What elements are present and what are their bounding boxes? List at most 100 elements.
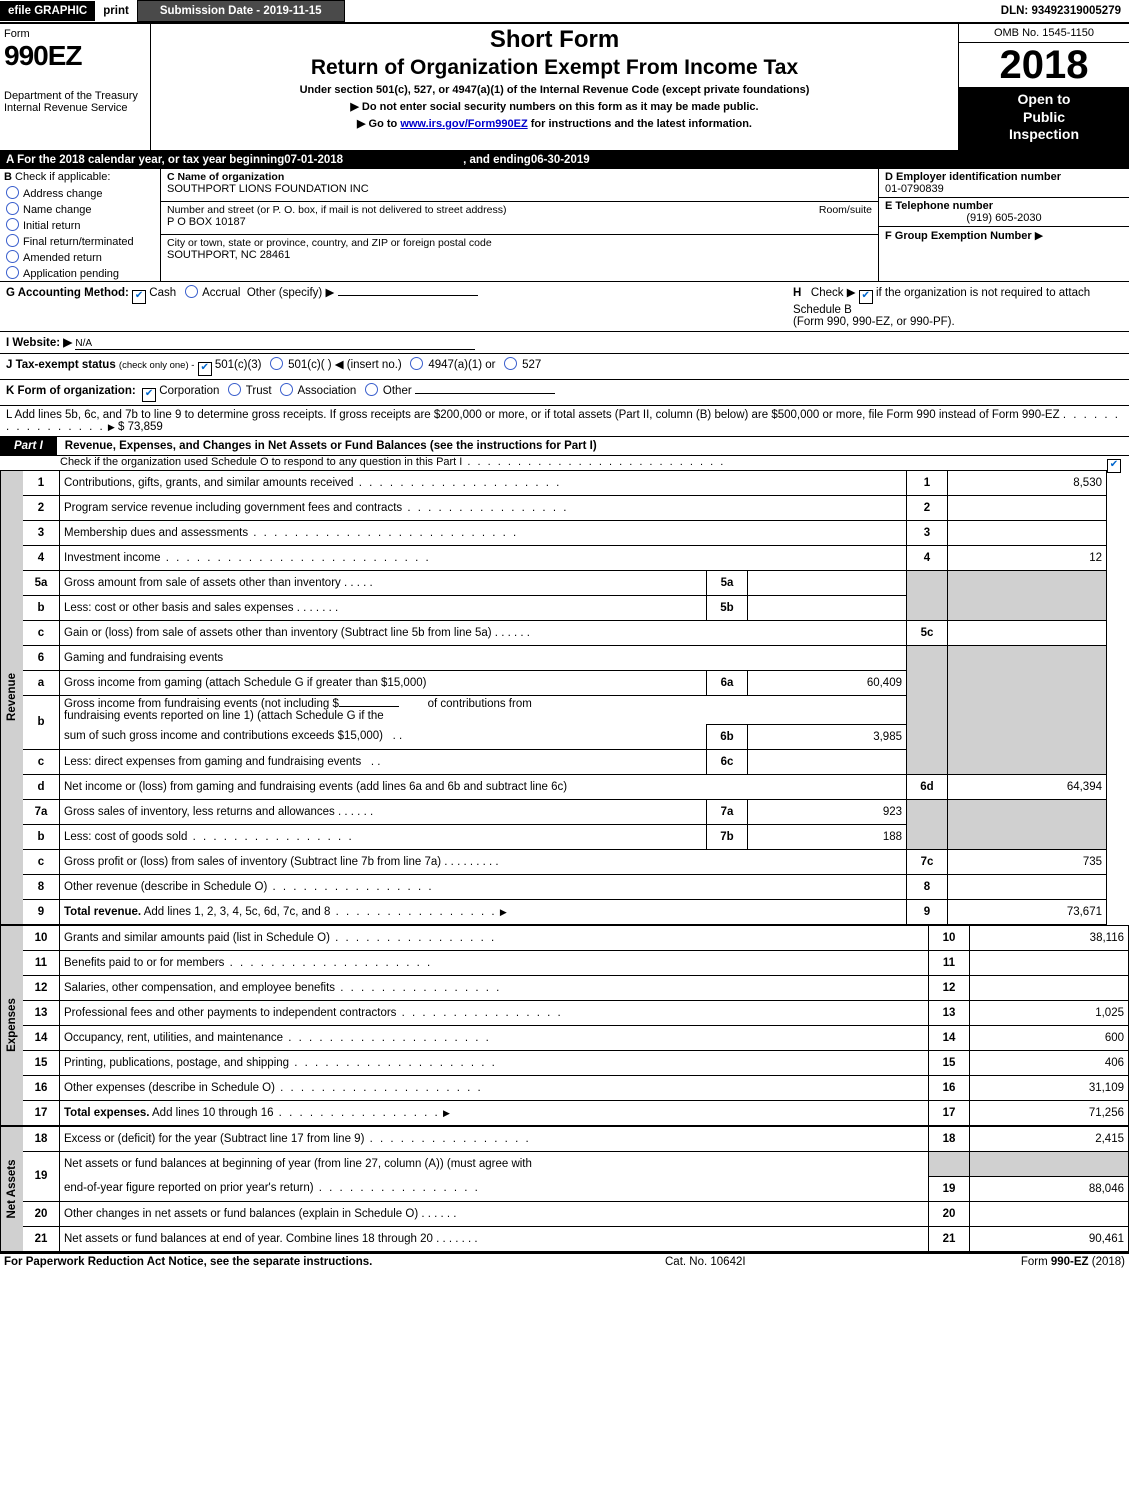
period-end: 06-30-2019 xyxy=(531,154,590,166)
table-row: 20Other changes in net assets or fund ba… xyxy=(23,1201,1129,1226)
line-j: J Tax-exempt status (check only one) - 5… xyxy=(0,354,1129,380)
table-row: 8 Other revenue (describe in Schedule O)… xyxy=(23,874,1107,899)
h-text2: (Form 990, 990-EZ, or 990-PF). xyxy=(793,316,955,328)
line-1-amount: 8,530 xyxy=(948,470,1107,495)
telephone-label: E Telephone number xyxy=(885,200,1123,212)
line-5b-sub xyxy=(748,595,907,620)
part-1-subtitle: Check if the organization used Schedule … xyxy=(0,456,1129,470)
efile-graphic-label: efile GRAPHIC xyxy=(0,1,95,21)
irs-link[interactable]: www.irs.gov/Form990EZ xyxy=(400,118,527,130)
line-16-amount: 31,109 xyxy=(970,1075,1129,1100)
k-trust-checkbox[interactable] xyxy=(228,383,241,396)
g-accrual-checkbox[interactable] xyxy=(185,285,198,298)
print-link[interactable]: print xyxy=(95,1,137,21)
initial-return-checkbox[interactable] xyxy=(6,218,19,231)
line-8-amount xyxy=(948,874,1107,899)
line-5c-amount xyxy=(948,620,1107,645)
table-row: 16Other expenses (describe in Schedule O… xyxy=(23,1075,1129,1100)
ein-value: 01-0790839 xyxy=(885,183,1123,195)
table-row: 21Net assets or fund balances at end of … xyxy=(23,1226,1129,1251)
table-row: end-of-year figure reported on prior yea… xyxy=(23,1176,1129,1201)
table-row: 2 Program service revenue including gove… xyxy=(23,495,1107,520)
city-value: SOUTHPORT, NC 28461 xyxy=(167,249,872,261)
website-value: N/A xyxy=(75,338,92,349)
part1-schedule-o-checkbox[interactable] xyxy=(1107,459,1121,473)
address-label: Number and street (or P. O. box, if mail… xyxy=(167,204,872,216)
no-ssn-text: Do not enter social security numbers on … xyxy=(362,101,759,113)
k-corporation-checkbox[interactable] xyxy=(142,388,156,402)
l-amount: $ 73,859 xyxy=(118,421,163,433)
page-footer: For Paperwork Reduction Act Notice, see … xyxy=(0,1252,1129,1270)
table-row: 15Printing, publications, postage, and s… xyxy=(23,1050,1129,1075)
line-6c-sub xyxy=(748,749,907,774)
line-13-amount: 1,025 xyxy=(970,1000,1129,1025)
final-return-checkbox[interactable] xyxy=(6,234,19,247)
table-row: 14Occupancy, rent, utilities, and mainte… xyxy=(23,1025,1129,1050)
line-7c-amount: 735 xyxy=(948,849,1107,874)
form-ref: Form 990-EZ (2018) xyxy=(945,1256,1125,1268)
k-other-checkbox[interactable] xyxy=(365,383,378,396)
dept-label: Department of the Treasury xyxy=(4,90,144,102)
j-501c3-checkbox[interactable] xyxy=(198,362,212,376)
group-exemption-label: F Group Exemption Number xyxy=(885,230,1032,242)
j-4947-checkbox[interactable] xyxy=(410,357,423,370)
form-label: Form xyxy=(4,28,144,40)
j-label: J Tax-exempt status xyxy=(6,359,116,371)
application-pending-checkbox[interactable] xyxy=(6,266,19,279)
i-label: I Website: ▶ xyxy=(6,337,72,349)
form-header: Form 990EZ Department of the Treasury In… xyxy=(0,24,1129,152)
amended-return-checkbox[interactable] xyxy=(6,250,19,263)
period-begin: 07-01-2018 xyxy=(284,154,343,166)
table-row: 17Total expenses. Add lines 10 through 1… xyxy=(23,1100,1129,1125)
expenses-side-label: Expenses xyxy=(0,925,23,1126)
dln-label: DLN: 93492319005279 xyxy=(993,1,1129,21)
address-change-checkbox[interactable] xyxy=(6,186,19,199)
table-row: 18Excess or (deficit) for the year (Subt… xyxy=(23,1126,1129,1151)
submission-date-badge: Submission Date - 2019-11-15 xyxy=(137,0,345,22)
table-row: c Gross profit or (loss) from sales of i… xyxy=(23,849,1107,874)
table-row: c Gain or (loss) from sale of assets oth… xyxy=(23,620,1107,645)
line-10-amount: 38,116 xyxy=(970,925,1129,950)
j-501c-checkbox[interactable] xyxy=(270,357,283,370)
table-row: 5a Gross amount from sale of assets othe… xyxy=(23,570,1107,595)
section-d: D Employer identification number 01-0790… xyxy=(879,169,1129,281)
org-name-label: C Name of organization xyxy=(167,171,872,183)
k-label: K Form of organization: xyxy=(6,385,136,397)
under-section-text: Under section 501(c), 527, or 4947(a)(1)… xyxy=(157,84,952,96)
table-row: 6 Gaming and fundraising events xyxy=(23,645,1107,670)
line-6d-amount: 64,394 xyxy=(948,774,1107,799)
l-text: L Add lines 5b, 6c, and 7b to line 9 to … xyxy=(6,409,1060,421)
g-label: G Accounting Method: xyxy=(6,287,129,299)
table-row: 13Professional fees and other payments t… xyxy=(23,1000,1129,1025)
line-20-amount xyxy=(970,1201,1129,1226)
g-cash-checkbox[interactable] xyxy=(132,290,146,304)
expenses-table: 10Grants and similar amounts paid (list … xyxy=(23,925,1129,1126)
section-c: C Name of organization SOUTHPORT LIONS F… xyxy=(161,169,879,281)
line-6a-sub: 60,409 xyxy=(748,670,907,695)
table-row: 10Grants and similar amounts paid (list … xyxy=(23,925,1129,950)
k-association-checkbox[interactable] xyxy=(280,383,293,396)
table-row: 19Net assets or fund balances at beginni… xyxy=(23,1151,1129,1176)
line-19-amount: 88,046 xyxy=(970,1176,1129,1201)
table-row: 7a Gross sales of inventory, less return… xyxy=(23,799,1107,824)
line-k: K Form of organization: Corporation Trus… xyxy=(0,380,1129,406)
netassets-table: 18Excess or (deficit) for the year (Subt… xyxy=(23,1126,1129,1252)
city-label: City or town, state or province, country… xyxy=(167,237,872,249)
line-l: L Add lines 5b, 6c, and 7b to line 9 to … xyxy=(0,406,1129,436)
name-change-checkbox[interactable] xyxy=(6,202,19,215)
line-3-amount xyxy=(948,520,1107,545)
table-row: 1 Contributions, gifts, grants, and simi… xyxy=(23,470,1107,495)
line-7b-sub: 188 xyxy=(748,824,907,849)
arrow-icon: ▶ xyxy=(1035,230,1043,242)
table-row: d Net income or (loss) from gaming and f… xyxy=(23,774,1107,799)
j-527-checkbox[interactable] xyxy=(504,357,517,370)
check-if-label: Check if applicable: xyxy=(15,171,110,183)
org-info-grid: B Check if applicable: Address change Na… xyxy=(0,169,1129,282)
table-row: 12Salaries, other compensation, and empl… xyxy=(23,975,1129,1000)
period-prefix: A For the 2018 calendar year, or tax yea… xyxy=(6,154,284,166)
h-checkbox[interactable] xyxy=(859,290,873,304)
line-12-amount xyxy=(970,975,1129,1000)
revenue-table: 1 Contributions, gifts, grants, and simi… xyxy=(23,470,1107,925)
return-title: Return of Organization Exempt From Incom… xyxy=(157,56,952,80)
telephone-value: (919) 605-2030 xyxy=(885,212,1123,224)
